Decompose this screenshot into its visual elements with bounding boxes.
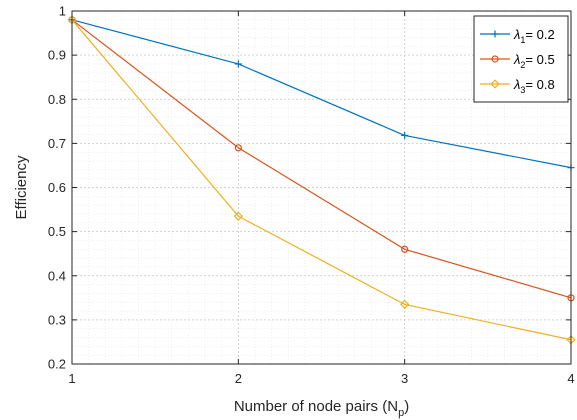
legend-label: λ3= 0.8	[513, 77, 555, 95]
legend-symbol: λ	[513, 77, 520, 92]
series-layer	[67, 15, 576, 345]
x-tick-label: 4	[567, 371, 574, 386]
series-line	[71, 19, 572, 169]
diamond-marker	[490, 79, 500, 89]
legend-subscript: 1	[520, 35, 525, 45]
circle-marker	[491, 55, 499, 63]
plus-marker	[401, 131, 409, 139]
legend-value: = 0.5	[525, 52, 554, 67]
legend-entry-2: λ2= 0.5	[480, 52, 555, 70]
legend-entry-1: λ1= 0.2	[480, 27, 555, 45]
legend-subscript: 3	[520, 85, 525, 95]
legend-value: = 0.2	[525, 27, 554, 42]
x-axis-title: Number of node pairs (Np)	[234, 398, 409, 419]
y-tick-label: 0.5	[48, 224, 66, 239]
axis-ticks	[71, 10, 572, 365]
y-tick-label: 0.8	[48, 92, 66, 107]
minor-grid	[72, 11, 571, 364]
y-tick-label: 0.9	[48, 48, 66, 63]
y-axis-title: Efficiency	[13, 155, 30, 219]
circle-marker	[234, 144, 242, 152]
legend-label: λ1= 0.2	[513, 27, 555, 45]
series-line	[71, 19, 572, 299]
tick-labels: 1 2 3 4 0.2 0.3 0.4 0.5 0.6 0.7 0.8 0.9 1	[48, 4, 575, 387]
y-tick-label: 1	[59, 4, 66, 19]
series-line	[71, 19, 572, 341]
diamond-marker	[233, 211, 243, 221]
x-tick-label: 1	[68, 371, 75, 386]
x-axis-title-subscript: p	[398, 407, 404, 419]
legend-value: = 0.8	[525, 77, 554, 92]
y-tick-label: 0.3	[48, 312, 66, 327]
x-axis-title-main: Number of node pairs (N	[234, 398, 398, 415]
legend-subscript: 2	[520, 60, 525, 70]
diamond-marker	[400, 299, 410, 310]
y-tick-label: 0.2	[48, 357, 66, 372]
x-tick-label: 2	[235, 371, 242, 386]
plus-marker	[234, 60, 242, 68]
legend-symbol: λ	[513, 27, 520, 42]
y-tick-label: 0.7	[48, 136, 66, 151]
plus-marker	[491, 30, 499, 38]
legend-label: λ2= 0.5	[513, 52, 555, 70]
y-tick-label: 0.4	[48, 268, 66, 283]
x-axis-title-close: )	[404, 398, 409, 415]
legend-symbol: λ	[513, 52, 520, 67]
y-tick-label: 0.6	[48, 180, 66, 195]
legend-entry-3: λ3= 0.8	[480, 77, 555, 95]
circle-marker	[401, 245, 409, 253]
legend: λ1= 0.2λ2= 0.5λ3= 0.8	[473, 15, 569, 103]
x-tick-label: 3	[401, 371, 408, 386]
